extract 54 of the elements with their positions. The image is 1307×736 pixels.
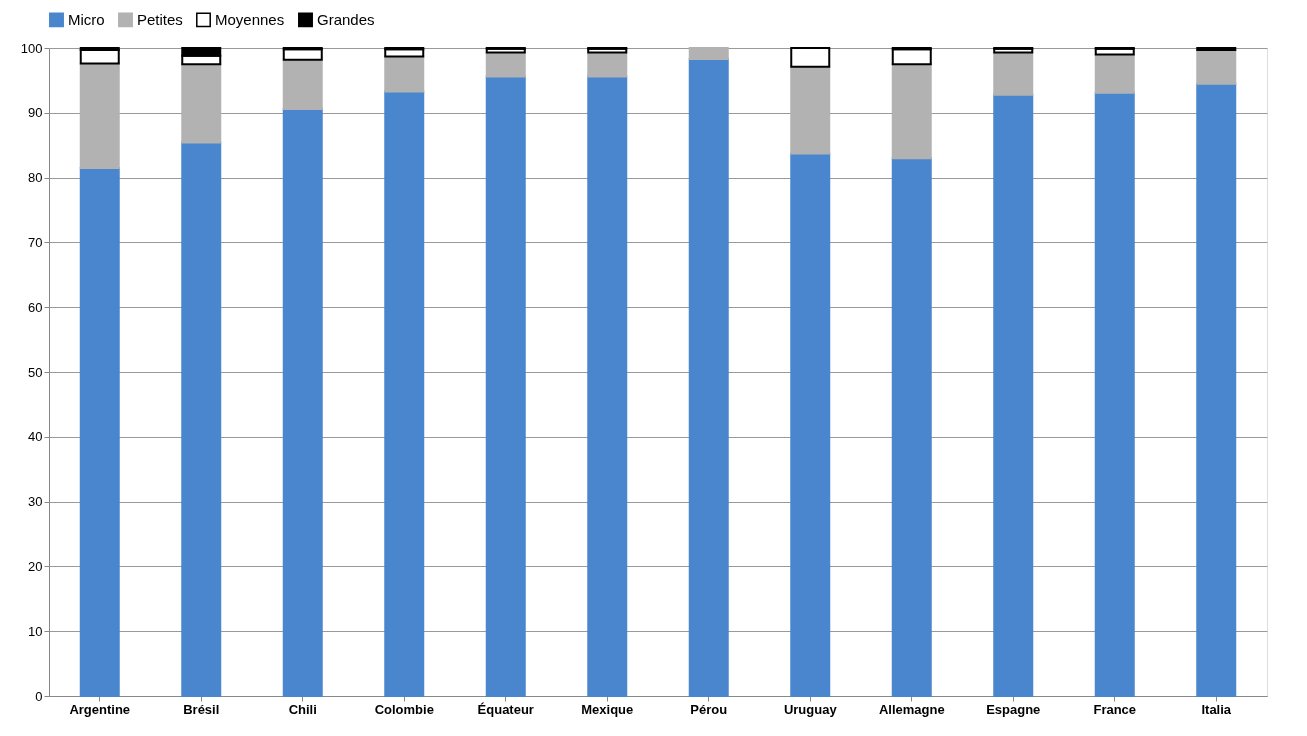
y-tick-label: 50: [28, 364, 43, 380]
y-tick-label: 0: [35, 688, 43, 704]
bar: [688, 47, 729, 61]
legend-label: Micro: [68, 10, 105, 28]
bar: [993, 51, 1034, 96]
x-tick-label: France: [1093, 701, 1137, 717]
bar: [282, 107, 323, 697]
bar: [485, 75, 526, 697]
x-tick-label: Argentine: [69, 701, 131, 717]
y-tick-label: 20: [28, 558, 43, 574]
bar: [181, 63, 222, 144]
x-tick-label: Brésil: [183, 701, 220, 717]
bar: [587, 75, 628, 697]
bar: [282, 48, 323, 61]
bar: [384, 90, 425, 697]
y-tick-label: 70: [28, 234, 43, 250]
bar: [790, 47, 831, 68]
x-tick-label: Uruguay: [783, 701, 838, 717]
x-tick-label: Italia: [1201, 701, 1232, 717]
bar: [790, 65, 831, 155]
bar: [688, 58, 729, 697]
bar: [1196, 48, 1237, 85]
x-tick-label: Allemagne: [878, 701, 945, 717]
y-tick-label: 30: [28, 494, 43, 510]
legend-label: Grandes: [317, 10, 375, 28]
x-tick-label: Mexique: [581, 701, 634, 717]
y-tick-label: 100: [20, 40, 43, 56]
bar: [181, 141, 222, 697]
x-tick-label: Équateur: [477, 701, 534, 717]
y-tick-label: 60: [28, 299, 43, 315]
bar: [485, 51, 526, 78]
y-tick-label: 80: [28, 170, 43, 186]
bar: [384, 55, 425, 93]
legend-label: Moyennes: [215, 10, 285, 28]
x-tick-label: Colombie: [374, 701, 434, 717]
bar: [282, 58, 323, 110]
bar: [1094, 53, 1135, 94]
x-tick-label: Pérou: [690, 701, 728, 717]
y-tick-label: 40: [28, 429, 43, 445]
bar: [79, 62, 120, 169]
bar: [1094, 91, 1135, 697]
bar: [891, 157, 932, 697]
y-tick-label: 90: [28, 105, 43, 121]
bar: [993, 93, 1034, 697]
bar: [79, 48, 120, 65]
legend-label: Petites: [137, 10, 183, 28]
bar: [587, 51, 628, 78]
y-tick-label: 10: [28, 623, 43, 639]
bar: [891, 63, 932, 160]
bar: [79, 166, 120, 697]
x-tick-label: Espagne: [986, 701, 1041, 717]
x-tick-label: Chili: [288, 701, 317, 717]
bar: [1196, 82, 1237, 697]
bar: [790, 152, 831, 697]
